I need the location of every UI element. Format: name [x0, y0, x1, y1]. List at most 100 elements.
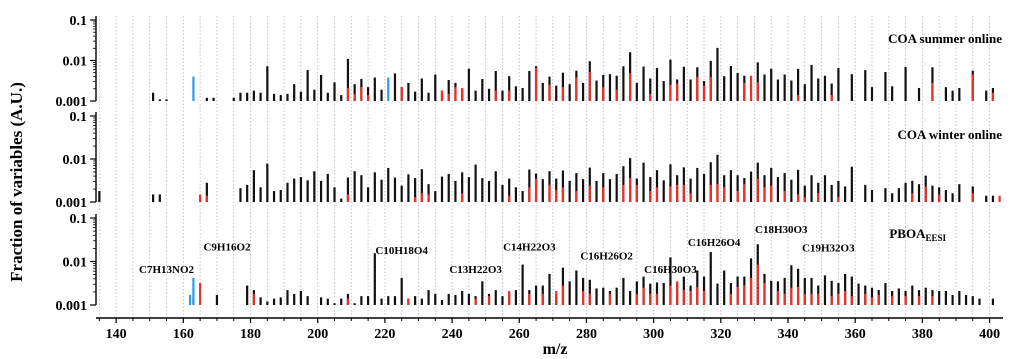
bar-black	[434, 74, 437, 101]
panel-label: COA winter online	[898, 127, 1003, 142]
bar-black	[729, 66, 732, 101]
bar-black	[252, 170, 255, 202]
bar-black	[568, 180, 571, 202]
bar-black	[266, 66, 269, 101]
bar-black	[340, 298, 343, 305]
bar-black	[414, 296, 417, 305]
bar-black	[212, 97, 215, 101]
bar-red	[682, 290, 685, 305]
bar-red	[649, 293, 652, 305]
bar-black	[259, 297, 262, 305]
bar-black	[279, 297, 282, 305]
bar-red	[360, 87, 363, 101]
bar-red	[252, 293, 255, 305]
bar-black	[561, 170, 565, 202]
bar-black	[427, 290, 430, 305]
bar-red	[850, 296, 853, 305]
y-tick-label: 0.001	[56, 95, 88, 110]
bar-red	[494, 90, 497, 101]
bar-black	[655, 170, 659, 202]
bar-black	[911, 180, 914, 202]
bar-black	[360, 296, 363, 305]
bar-black	[353, 84, 356, 101]
bar-black	[776, 79, 780, 101]
bar-black	[447, 173, 450, 202]
bar-black	[266, 301, 269, 305]
bar-black	[864, 70, 867, 101]
formula-annotation: C14H22O3	[503, 241, 556, 253]
bar-black	[689, 79, 692, 101]
bar-black	[481, 78, 484, 101]
bar-red	[548, 184, 551, 202]
bar-black	[266, 163, 269, 202]
bar-red	[555, 190, 558, 202]
bar-black	[514, 187, 518, 202]
bar-black	[884, 188, 887, 202]
bar-black	[662, 81, 665, 101]
bar-black	[272, 93, 276, 101]
bar-black	[353, 303, 356, 305]
bar-red	[649, 93, 652, 101]
bar-black	[561, 72, 565, 101]
bar-black	[299, 91, 303, 101]
bar-black	[615, 75, 618, 101]
bar-black	[400, 277, 403, 305]
bar-black	[205, 182, 208, 202]
grid-lines	[98, 16, 990, 318]
bar-red	[508, 290, 511, 305]
bar-red	[555, 290, 558, 305]
bar-black	[581, 179, 585, 202]
bar-black	[440, 300, 444, 305]
bar-black	[407, 82, 410, 101]
bar-black	[669, 59, 672, 101]
bar-black	[165, 99, 168, 101]
bar-black	[911, 285, 914, 305]
bar-black	[864, 184, 867, 202]
bar-black	[689, 178, 692, 202]
bar-red	[367, 95, 370, 101]
bar-black	[669, 257, 672, 305]
bar-red	[796, 194, 800, 202]
x-tick-label: 220	[374, 327, 395, 342]
bar-black	[414, 178, 417, 202]
bar-black	[205, 97, 208, 101]
bar-black	[602, 287, 605, 305]
bar-red	[353, 93, 356, 101]
bar-black	[575, 173, 578, 202]
bar-black	[958, 184, 961, 202]
bar-black	[521, 264, 524, 305]
bar-black	[427, 92, 430, 101]
bar-black	[568, 84, 571, 101]
bar-black	[454, 294, 457, 305]
bar-red	[669, 186, 672, 202]
bar-red	[938, 194, 941, 202]
bar-black	[434, 293, 437, 305]
bar-black	[608, 179, 612, 202]
bar-black	[393, 73, 397, 101]
bar-red	[810, 293, 813, 305]
bar-black	[313, 171, 316, 202]
bar-black	[964, 294, 968, 305]
x-axis-label: m/z	[543, 341, 568, 358]
bar-black	[810, 64, 813, 101]
bar-black	[958, 290, 961, 305]
bar-black	[588, 279, 591, 305]
bar-black	[817, 78, 820, 101]
x-tick-label: 400	[979, 327, 1000, 342]
bar-black	[373, 172, 376, 202]
bar-black	[239, 92, 242, 101]
bar-black	[360, 175, 363, 202]
bar-red	[548, 84, 551, 101]
bar-red	[508, 195, 511, 202]
bar-red	[917, 296, 921, 305]
bar-black	[823, 75, 827, 101]
formula-annotation: C18H30O3	[755, 224, 808, 236]
bar-red	[891, 296, 894, 305]
bar-red	[440, 90, 444, 101]
bar-black	[696, 167, 699, 202]
bar-black	[608, 74, 612, 101]
formula-annotation: C16H26O4	[688, 237, 741, 249]
bar-red	[776, 290, 780, 305]
axes: 140 160 180 200 220 240 260 280 300 320 340 360 380 4…	[56, 14, 1003, 342]
bar-red	[541, 293, 544, 305]
